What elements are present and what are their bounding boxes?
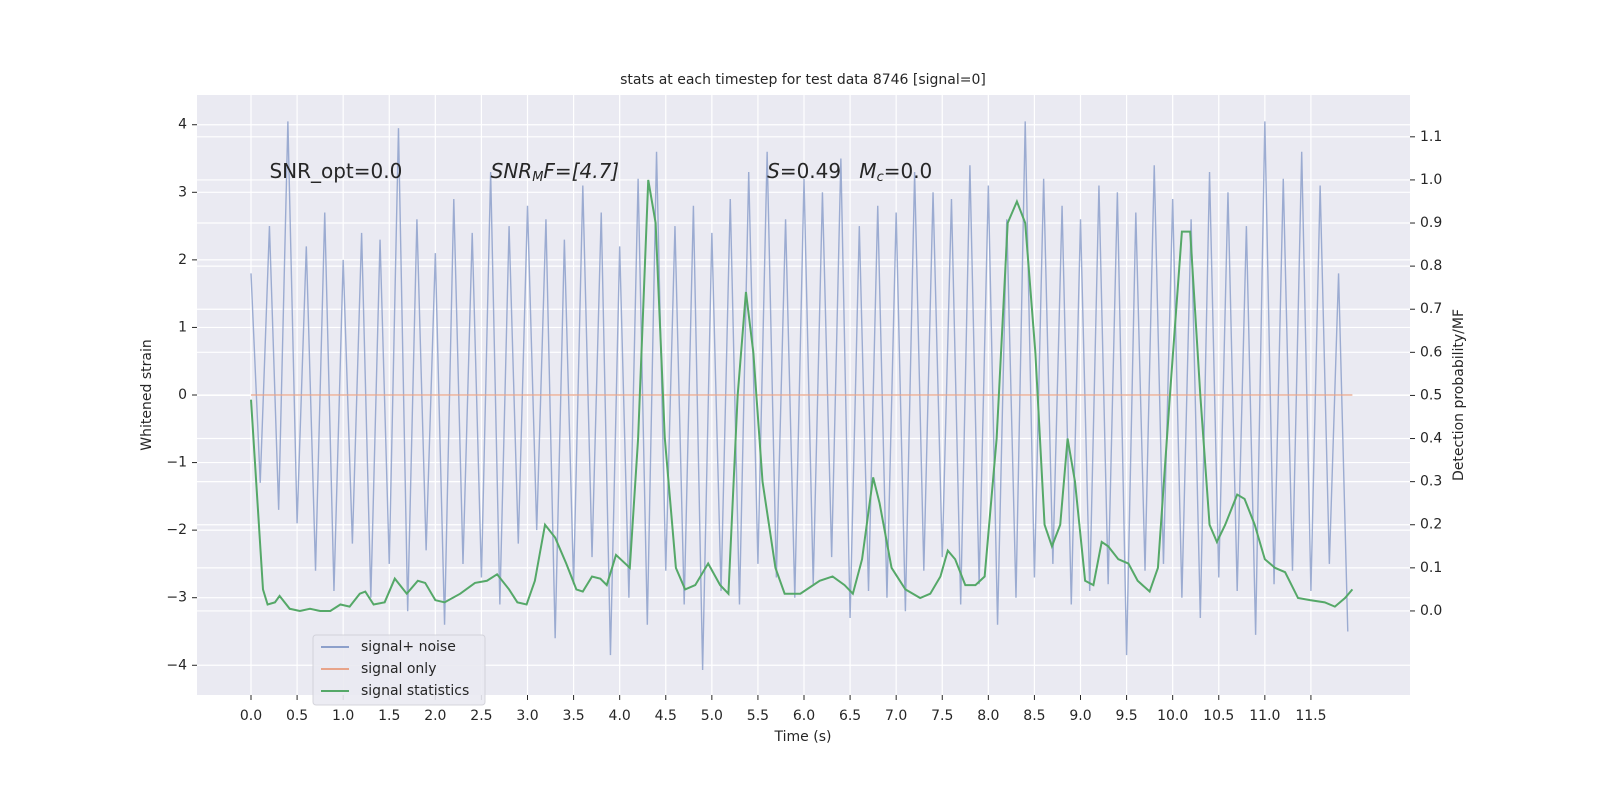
y2-tick-label: 0.1 (1420, 560, 1442, 576)
y-axis-label: Whitened strain (139, 339, 155, 450)
x-tick-label: 8.5 (1023, 708, 1045, 724)
x-tick-label: 7.0 (885, 708, 907, 724)
x-tick-label: 4.5 (655, 708, 677, 724)
y-tick-label: −1 (166, 455, 187, 471)
x-tick-label: 9.0 (1069, 708, 1091, 724)
x-tick-label: 5.0 (701, 708, 723, 724)
annotation-rest: =0.49 (780, 159, 841, 183)
marks (250, 121, 1354, 671)
y2-tick-label: 1.1 (1420, 129, 1442, 145)
legend: signal+ noise signal only signal statistic… (312, 634, 486, 706)
chart-title: stats at each timestep for test data 874… (620, 72, 986, 88)
annotation: Mc=0.0 (859, 159, 932, 185)
x-tick-label: 3.5 (562, 708, 584, 724)
legend-label: signal only (361, 661, 436, 677)
annotation: SNRMF=[4.7] (491, 159, 619, 185)
legend-box (312, 634, 486, 706)
y2-tick-label: 0.9 (1420, 215, 1442, 231)
x-tick-label: 0.5 (286, 708, 308, 724)
x-tick-label: 4.0 (609, 708, 631, 724)
y-tick-label: 2 (178, 252, 187, 268)
x-tick-label: 11.0 (1249, 708, 1280, 724)
y2-tick-label: 0.5 (1420, 387, 1442, 403)
x-tick-label: 3.0 (516, 708, 538, 724)
y2-tick-label: 1.0 (1420, 172, 1442, 188)
annotation: S=0.49 (767, 159, 841, 183)
y2-axis-label: Detection probability/MF (1451, 309, 1467, 481)
legend-label: signal statistics (361, 683, 469, 699)
annotation: SNR_opt=0.0 (269, 159, 402, 183)
annotation-base: SNR_opt=0.0 (269, 159, 402, 183)
annotation-base: S (767, 159, 780, 183)
legend-label: signal+ noise (361, 639, 456, 655)
y2-tick-label: 0.3 (1420, 474, 1442, 490)
series-line (250, 121, 1349, 671)
y-tick-label: −3 (166, 590, 187, 606)
x-tick-label: 2.5 (470, 708, 492, 724)
x-tick-label: 0.0 (240, 708, 262, 724)
y2-tick-label: 0.0 (1420, 603, 1442, 619)
x-tick-label: 10.5 (1203, 708, 1234, 724)
y2-tick-label: 0.7 (1420, 301, 1442, 317)
x-tick-label: 8.0 (977, 708, 999, 724)
x-tick-label: 1.0 (332, 708, 354, 724)
x-tick-label: 10.0 (1157, 708, 1188, 724)
x-tick-label: 1.5 (378, 708, 400, 724)
y-tick-label: −2 (166, 522, 187, 538)
annotation-sub: M (532, 170, 543, 185)
annotation-base: SNR (491, 159, 533, 183)
y-tick-label: 3 (178, 184, 187, 200)
y2-tick-label: 0.4 (1420, 431, 1442, 447)
x-tick-label: 2.0 (424, 708, 446, 724)
y2-tick-label: 0.2 (1420, 517, 1442, 533)
y-tick-label: 4 (178, 117, 187, 133)
y-tick-label: −4 (166, 657, 187, 673)
annotation-sub: c (877, 170, 884, 185)
y2-tick-label: 0.6 (1420, 344, 1442, 360)
annotation-base: M (859, 159, 876, 183)
x-tick-label: 9.5 (1115, 708, 1137, 724)
y-tick-label: 1 (178, 319, 187, 335)
x-axis-label: Time (s) (774, 729, 832, 745)
y2-tick-label: 0.8 (1420, 258, 1442, 274)
annotation-rest: =0.0 (884, 159, 933, 183)
x-tick-label: 5.5 (747, 708, 769, 724)
x-tick-label: 7.5 (931, 708, 953, 724)
annotation-rest: F=[4.7] (543, 159, 619, 183)
x-tick-label: 6.5 (839, 708, 861, 724)
y-tick-label: 0 (178, 387, 187, 403)
x-tick-label: 6.0 (793, 708, 815, 724)
series-line (250, 179, 1354, 612)
x-tick-label: 11.5 (1295, 708, 1326, 724)
